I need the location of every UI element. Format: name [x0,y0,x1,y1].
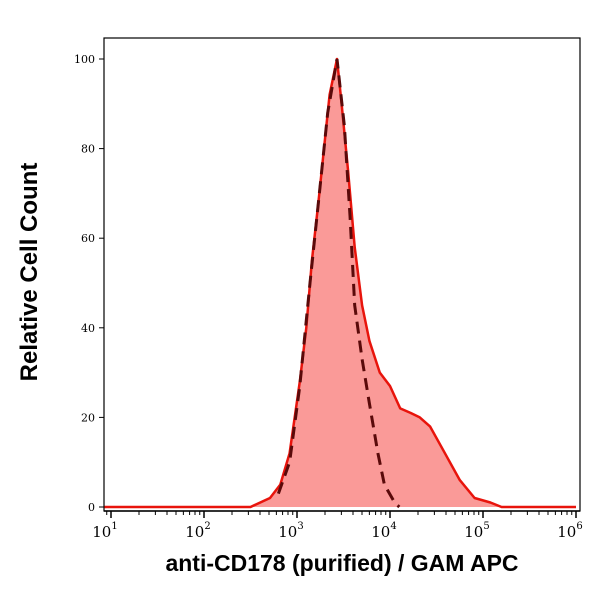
y-tick-label: 60 [81,232,95,245]
x-tick-base: 10 [371,523,390,541]
x-tick-base: 10 [278,523,297,541]
series-dashed-1 [276,58,401,509]
series-fill-0 [104,59,577,507]
y-tick-label: 20 [81,411,95,424]
x-tick-label: 101 [92,521,117,541]
x-tick-base: 10 [557,523,576,541]
x-tick-base: 10 [92,523,111,541]
y-tick-label: 80 [81,143,95,156]
x-tick-exponent: 5 [483,521,489,532]
x-tick-base: 10 [464,523,483,541]
y-axis-label: Relative Cell Count [16,162,43,382]
x-axis-label: anti-CD178 (purified) / GAM APC [165,550,519,576]
x-tick-label: 104 [371,521,396,541]
x-tick-exponent: 1 [111,521,117,532]
x-tick-label: 105 [464,521,489,541]
x-tick-label: 103 [278,521,303,541]
x-tick-label: 106 [557,521,582,541]
y-tick-label: 40 [81,322,95,335]
x-tick-exponent: 2 [204,521,210,532]
x-tick-base: 10 [185,523,204,541]
x-tick-exponent: 3 [297,521,303,532]
x-tick-exponent: 6 [576,521,582,532]
x-tick-exponent: 4 [390,521,396,532]
y-tick-label: 0 [88,501,95,514]
series-line-0 [104,57,576,509]
x-tick-label: 102 [185,521,210,541]
y-tick-label: 100 [74,53,95,66]
